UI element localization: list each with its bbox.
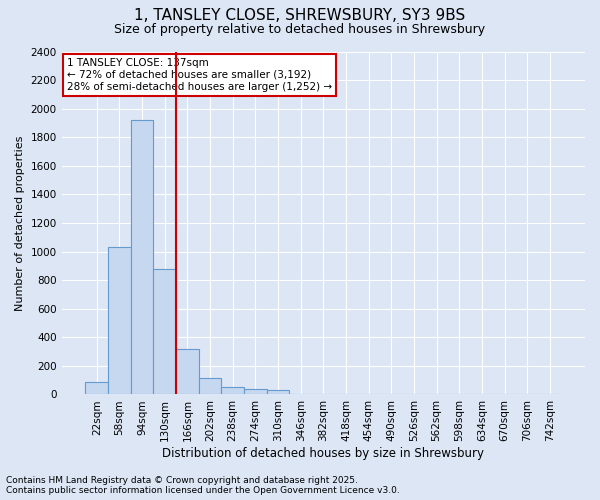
Bar bbox=[154, 268, 176, 394]
Bar bbox=[221, 388, 244, 394]
Bar bbox=[244, 388, 266, 394]
Bar bbox=[131, 120, 154, 394]
Text: Contains HM Land Registry data © Crown copyright and database right 2025.
Contai: Contains HM Land Registry data © Crown c… bbox=[6, 476, 400, 495]
Text: 1, TANSLEY CLOSE, SHREWSBURY, SY3 9BS: 1, TANSLEY CLOSE, SHREWSBURY, SY3 9BS bbox=[134, 8, 466, 22]
Bar bbox=[176, 348, 199, 395]
Y-axis label: Number of detached properties: Number of detached properties bbox=[15, 136, 25, 310]
X-axis label: Distribution of detached houses by size in Shrewsbury: Distribution of detached houses by size … bbox=[163, 447, 484, 460]
Bar bbox=[199, 378, 221, 394]
Bar bbox=[266, 390, 289, 394]
Bar bbox=[108, 246, 131, 394]
Text: Size of property relative to detached houses in Shrewsbury: Size of property relative to detached ho… bbox=[115, 22, 485, 36]
Text: 1 TANSLEY CLOSE: 137sqm
← 72% of detached houses are smaller (3,192)
28% of semi: 1 TANSLEY CLOSE: 137sqm ← 72% of detache… bbox=[67, 58, 332, 92]
Bar bbox=[85, 382, 108, 394]
